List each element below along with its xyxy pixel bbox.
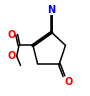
Text: N: N <box>48 5 56 15</box>
Text: O: O <box>8 51 16 61</box>
Text: O: O <box>8 30 16 40</box>
Text: O: O <box>65 77 73 87</box>
